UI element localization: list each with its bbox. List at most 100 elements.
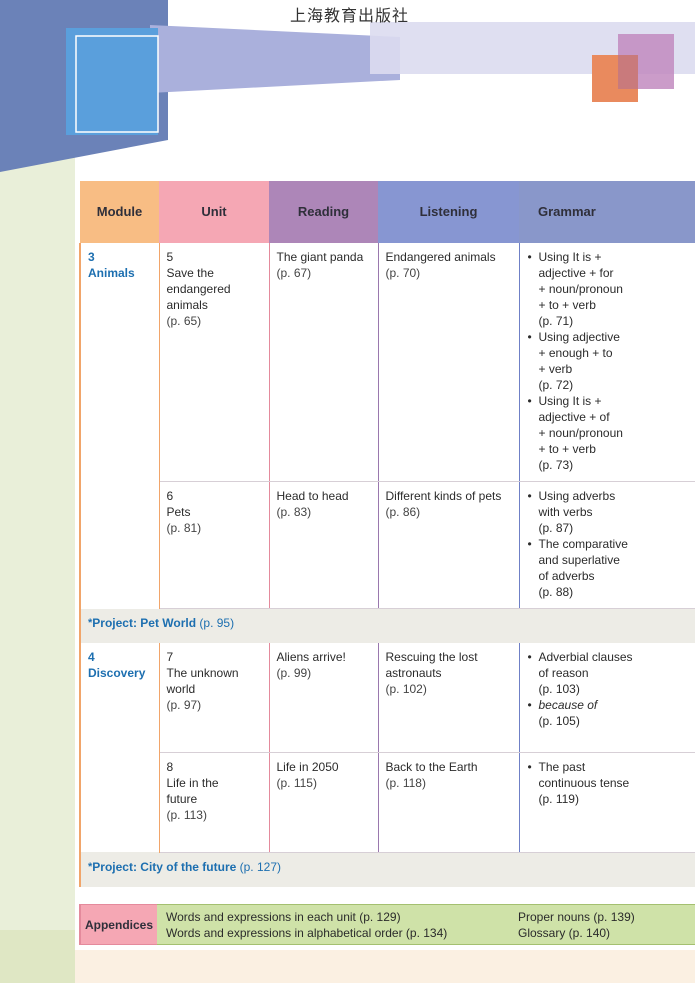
project-star: * (88, 860, 93, 873)
appendices-body: Words and expressions in each unit (p. 1… (157, 904, 695, 945)
unit-number: 7 (166, 650, 174, 664)
reading-title: Life in 2050 (276, 759, 339, 774)
appendix-item: Words and expressions in each unit (p. 1… (166, 910, 401, 924)
appendix-item: Words and expressions in alphabetical or… (166, 926, 448, 940)
listening-title: Rescuing the lost astronauts (385, 650, 478, 680)
module-name: Animals (88, 266, 135, 280)
left-decor-strip-bottom (0, 930, 75, 983)
unit-title-line: Life in the (166, 775, 219, 790)
grammar-item: Using adverbs with verbs (p. 87) (528, 488, 694, 536)
module-cell-3: 3 Animals (79, 243, 160, 609)
grammar-page: (p. 73) (538, 458, 574, 472)
grammar-item: Using It is + adjective + of + noun/pron… (528, 393, 694, 473)
grammar-line: + verb (538, 362, 573, 376)
grammar-item: Using adjective + enough + to + verb (p.… (528, 329, 694, 393)
reading-page: (p. 83) (276, 505, 312, 519)
grammar-line: + to + verb (538, 298, 596, 312)
unit-cell: 8 Life in the future (p. 113) (159, 752, 270, 853)
reading-cell: Aliens arrive! (p. 99) (269, 643, 379, 753)
listening-title: Back to the Earth (385, 759, 478, 774)
overlap-square-shape (618, 55, 638, 89)
unit-number: 6 (166, 489, 174, 503)
unit-cell: 5 Save the endangered animals (p. 65) (159, 243, 270, 482)
module-cell-4: 4 Discovery (79, 643, 160, 852)
grammar-line: Adverbial clauses (538, 650, 633, 664)
reading-cell: Head to head (p. 83) (269, 481, 379, 609)
grammar-line: + to + verb (538, 442, 596, 456)
grammar-line: with verbs (538, 505, 593, 519)
grammar-page: (p. 87) (538, 521, 574, 535)
blue-square-shape (66, 28, 158, 135)
unit-cell: 7 The unknown world (p. 97) (159, 643, 270, 753)
project-title: Project: Pet World (92, 616, 197, 630)
grammar-line: + noun/pronoun (538, 282, 623, 296)
grammar-line: Using adjective (538, 330, 620, 344)
grammar-line: The comparative (538, 537, 628, 551)
grammar-list: Using It is + adjective + for + noun/pro… (527, 249, 694, 473)
grammar-page: (p. 105) (538, 714, 580, 728)
grammar-cell: The past continuous tense (p. 119) (519, 752, 695, 853)
unit-page: (p. 65) (166, 314, 202, 328)
grammar-line: because of (538, 698, 598, 712)
grammar-page: (p. 119) (538, 791, 579, 806)
grammar-item: because of (p. 105) (528, 697, 694, 729)
project-cell: *Project: City of the future (p. 127) (79, 852, 695, 887)
project-row: *Project: City of the future (p. 127) (79, 852, 695, 887)
unit-title-line: The unknown (166, 666, 239, 680)
grammar-list: Adverbial clauses of reason (p. 103) bec… (527, 649, 694, 729)
unit-page: (p. 81) (166, 521, 202, 535)
grammar-line: Using It is + (538, 394, 602, 408)
listening-title: Different kinds of pets (385, 489, 502, 503)
appendix-item: Proper nouns (p. 139) (518, 910, 635, 924)
module-name: Discovery (88, 666, 146, 680)
grammar-line: + enough + to (538, 346, 613, 360)
module-number: 4 (88, 650, 95, 664)
grammar-cell: Adverbial clauses of reason (p. 103) bec… (519, 643, 695, 753)
white-frame-shape (75, 35, 159, 133)
grammar-line: Using It is + (538, 250, 602, 264)
reading-title: Aliens arrive! (276, 650, 346, 664)
reading-page: (p. 67) (276, 266, 312, 280)
listening-cell: Different kinds of pets (p. 86) (378, 481, 520, 609)
grammar-line: and superlative (538, 553, 620, 567)
grammar-line: continuous tense (538, 775, 630, 790)
listening-page: (p. 70) (385, 266, 421, 280)
project-title: Project: City of the future (92, 859, 237, 874)
reading-page: (p. 115) (276, 775, 317, 790)
grammar-list: Using adverbs with verbs (p. 87) The com… (527, 488, 694, 600)
unit-title-line: world (166, 682, 196, 696)
project-star: * (88, 617, 93, 629)
grammar-cell: Using adverbs with verbs (p. 87) The com… (519, 481, 695, 609)
grammar-page: (p. 71) (538, 314, 574, 328)
grammar-page: (p. 103) (538, 682, 580, 696)
listening-page: (p. 86) (385, 505, 421, 519)
grammar-list: The past continuous tense (p. 119) (527, 759, 694, 807)
grammar-line: adjective + of (538, 410, 610, 424)
grammar-line: The past (538, 759, 586, 774)
publisher-name: 上海教育出版社 (290, 6, 410, 25)
listening-cell: Endangered animals (p. 70) (378, 243, 520, 482)
grammar-line: Using adverbs (538, 489, 616, 503)
header-reading: Reading (269, 181, 378, 243)
unit-number: 5 (166, 250, 174, 264)
listening-title: Endangered animals (385, 250, 496, 264)
header-module: Module (80, 181, 159, 243)
grammar-item: Using It is + adjective + for + noun/pro… (528, 249, 694, 329)
grammar-line: of reason (538, 666, 589, 680)
listening-page: (p. 118) (385, 775, 426, 790)
appendix-item: Glossary (p. 140) (518, 926, 611, 940)
grammar-line: + noun/pronoun (538, 426, 623, 440)
listening-cell: Rescuing the lost astronauts (p. 102) (378, 643, 520, 753)
reading-title: The giant panda (276, 250, 364, 264)
reading-page: (p. 99) (276, 666, 312, 680)
contents-table: Module Unit Reading Listening Grammar 3 … (79, 181, 695, 887)
reading-cell: Life in 2050 (p. 115) (269, 752, 379, 853)
unit-title-line: endangered (166, 282, 231, 296)
table-header-row: Module Unit Reading Listening Grammar (80, 181, 695, 243)
unit-number: 8 (166, 759, 174, 774)
beam-shape (150, 25, 400, 93)
unit-page: (p. 97) (166, 698, 202, 712)
grammar-page: (p. 72) (538, 378, 574, 392)
listening-page: (p. 102) (385, 682, 427, 696)
grammar-page: (p. 88) (538, 585, 574, 599)
